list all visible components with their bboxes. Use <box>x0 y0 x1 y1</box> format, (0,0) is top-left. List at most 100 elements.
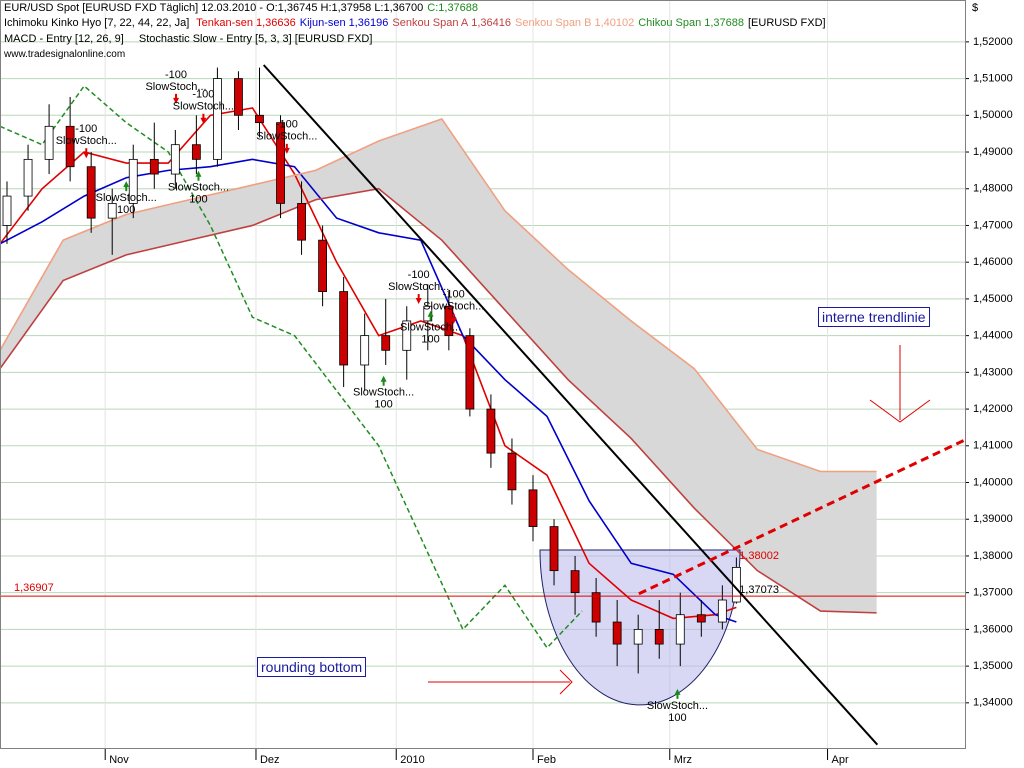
legend-value: 1,37688 <box>704 17 744 29</box>
symbol-info: EUR/USD Spot [EURUSD FXD Täglich] 12.03.… <box>4 2 424 14</box>
candle-body <box>213 78 222 160</box>
reference-label: 1,36907 <box>14 582 54 594</box>
y-tick-label: 1,37000 <box>973 587 1013 599</box>
signal-score: 100 <box>668 712 686 724</box>
signal-arrow <box>173 93 180 104</box>
x-tick-label: Feb <box>537 754 556 766</box>
candle-body <box>675 614 685 645</box>
annotation-box: interne trendlinie <box>818 307 930 327</box>
arrow-head <box>559 669 573 695</box>
candle-body <box>591 592 601 623</box>
trendline <box>262 64 879 746</box>
y-tick-label: 1,40000 <box>973 476 1013 488</box>
candle-body <box>191 144 201 160</box>
signal-arrow <box>83 148 90 159</box>
y-tick-label: 1,35000 <box>973 660 1013 672</box>
signal-score: -100 <box>75 123 97 135</box>
legend-name: Tenkan-sen <box>196 17 253 29</box>
indicator-line <box>0 84 583 649</box>
candle-body <box>507 452 517 491</box>
y-tick-label: 1,47000 <box>973 219 1013 231</box>
signal-label: SlowStoch... <box>168 182 229 194</box>
signal-label: SlowStoch... <box>388 281 449 293</box>
candle-body <box>486 408 496 454</box>
y-tick-label: 1,49000 <box>973 146 1013 158</box>
signal-arrow <box>450 313 457 324</box>
x-tick-label: 2010 <box>400 754 424 766</box>
candle-body <box>128 158 138 204</box>
legend-name: Senkou Span B <box>515 17 592 29</box>
signal-label: SlowStoch... <box>353 387 414 399</box>
rounding-bottom-shape <box>539 549 741 706</box>
indicator-legend: Ichimoku Kinko Hyo [7, 22, 44, 22, Ja] T… <box>4 16 830 30</box>
candle-body <box>107 203 117 219</box>
signal-label: SlowStoch... <box>256 131 317 143</box>
signal-label: SlowStoch... <box>647 700 708 712</box>
candle-body <box>255 114 264 124</box>
candle-body <box>570 570 580 594</box>
signal-label: SlowStoch... <box>96 192 157 204</box>
cloud-layer <box>0 118 877 613</box>
website: www.tradesignalonline.com <box>4 49 126 60</box>
y-tick-label: 1,52000 <box>973 36 1013 48</box>
candle-body <box>633 628 643 645</box>
lines-layer <box>0 84 877 649</box>
signal-score: 100 <box>189 194 207 206</box>
y-tick-label: 1,39000 <box>973 513 1013 525</box>
cloud <box>0 118 877 613</box>
signal-arrow <box>427 310 434 321</box>
signal-arrow <box>195 170 202 181</box>
candle-body <box>381 335 391 351</box>
candle-body <box>318 239 328 292</box>
annotation-box: rounding bottom <box>257 657 367 677</box>
legend-name: Kijun-sen <box>299 17 346 29</box>
y-tick-label: 1,36000 <box>973 623 1013 635</box>
x-tick-label: Mrz <box>674 754 692 766</box>
candle-body <box>297 203 306 241</box>
signal-score: -100 <box>443 289 465 301</box>
annotation-layer: 1,369071,380021,37073SlowStoch...-100Slo… <box>0 64 966 746</box>
legend-value: 1,36636 <box>256 17 296 29</box>
stochastic-label: Stochastic Slow - Entry [5, 3, 3] [EURUS… <box>138 33 373 45</box>
candle-body <box>549 526 559 572</box>
signal-score: -100 <box>276 119 298 131</box>
legend-suffix: [EURUSD FXD] <box>747 17 826 29</box>
x-tick-label: Apr <box>832 754 849 766</box>
candle-body <box>2 195 12 226</box>
signal-label: SlowStoch... <box>173 101 234 113</box>
indicator-line <box>0 107 737 620</box>
signal-score: -100 <box>408 269 430 281</box>
header-line: MACD - Entry [12, 26, 9] Stochastic Slow… <box>4 32 376 46</box>
y-tick-label: 1,38000 <box>973 550 1013 562</box>
legend-name: Chikou Span <box>638 17 702 29</box>
legend-value: 1,36416 <box>471 17 511 29</box>
legend-value: 1,36196 <box>348 17 389 29</box>
y-tick-label: 1,42000 <box>973 403 1013 415</box>
candle-body <box>23 158 33 197</box>
candle-body <box>402 320 412 351</box>
candle-body <box>528 489 538 527</box>
signal-label: SlowStoch... <box>145 81 206 93</box>
indicator-name: Ichimoku Kinko Hyo [7, 22, 44, 22, Ja] <box>4 17 190 29</box>
signal-arrow <box>415 294 422 305</box>
signal-label: SlowStoch... <box>56 135 117 147</box>
candle-body <box>360 335 370 366</box>
signal-label: SlowStoch... <box>423 301 484 313</box>
y-tick-label: 1,51000 <box>973 72 1013 84</box>
candle-body <box>86 166 96 219</box>
signal-score: -100 <box>165 69 187 81</box>
signal-arrow <box>283 143 290 154</box>
indicator-line <box>0 187 877 614</box>
candles-layer <box>2 67 741 674</box>
candle-body <box>170 144 180 175</box>
trendline <box>638 438 966 596</box>
arrow-head <box>869 399 931 423</box>
y-tick-label: 1,48000 <box>973 183 1013 195</box>
signal-score: 100 <box>421 334 439 346</box>
y-tick-label: 1,45000 <box>973 293 1013 305</box>
signal-score: 100 <box>374 399 392 411</box>
candle-body <box>654 628 664 645</box>
